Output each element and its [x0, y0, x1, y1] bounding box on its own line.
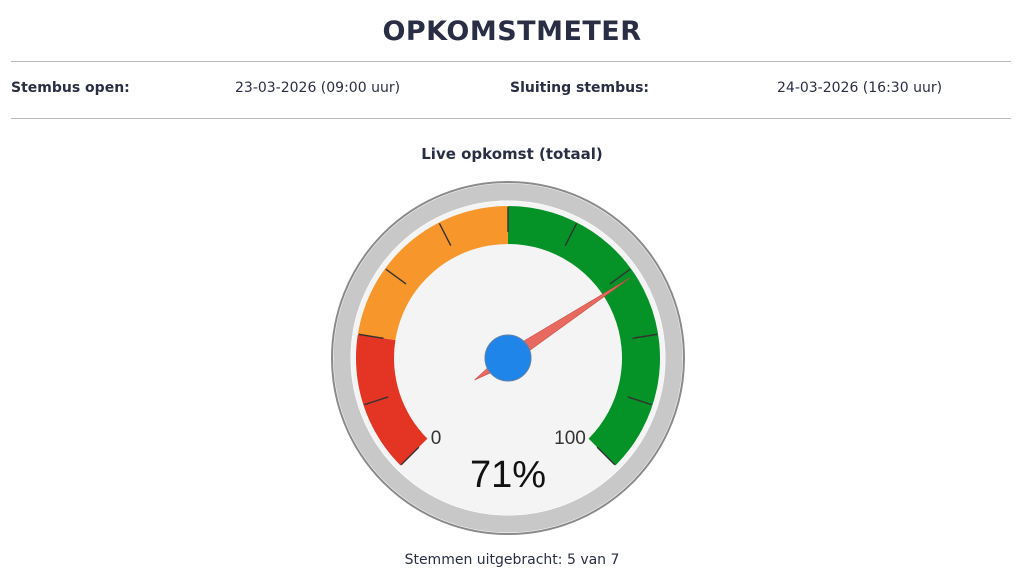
gauge-tick	[438, 223, 452, 247]
gauge-tick	[609, 268, 631, 285]
gauge-tick	[385, 268, 407, 285]
gauge-hub	[484, 334, 532, 382]
gauge-value-label: 71%	[470, 454, 546, 496]
gauge-max-label: 100	[554, 428, 586, 449]
gauge-tick	[596, 446, 616, 466]
page-title: OPKOMSTMETER	[382, 16, 642, 47]
poll-close-label: Sluiting stembus:	[510, 80, 650, 96]
gauge-band-2	[357, 206, 508, 341]
votes-cast-text: Stemmen uitgebracht: 5 van 7	[404, 552, 620, 568]
divider-top	[11, 61, 1011, 62]
gauge-tick	[627, 396, 652, 406]
gauge-band-3	[508, 206, 660, 466]
gauge-tick	[400, 446, 420, 466]
divider-bottom	[11, 118, 1011, 119]
gauge-tick	[358, 333, 384, 339]
poll-open-value: 23-03-2026 (09:00 uur)	[235, 80, 401, 96]
gauge-min-label: 0	[431, 428, 442, 449]
gauge-band-1	[356, 334, 428, 466]
gauge-title: Live opkomst (totaal)	[421, 145, 603, 163]
gauge-tick	[364, 396, 389, 406]
poll-open-label: Stembus open:	[11, 80, 130, 96]
gauge-tick	[632, 333, 658, 339]
gauge-tick	[564, 223, 578, 247]
gauge-bezel	[333, 183, 683, 533]
poll-close-value: 24-03-2026 (16:30 uur)	[777, 80, 943, 96]
